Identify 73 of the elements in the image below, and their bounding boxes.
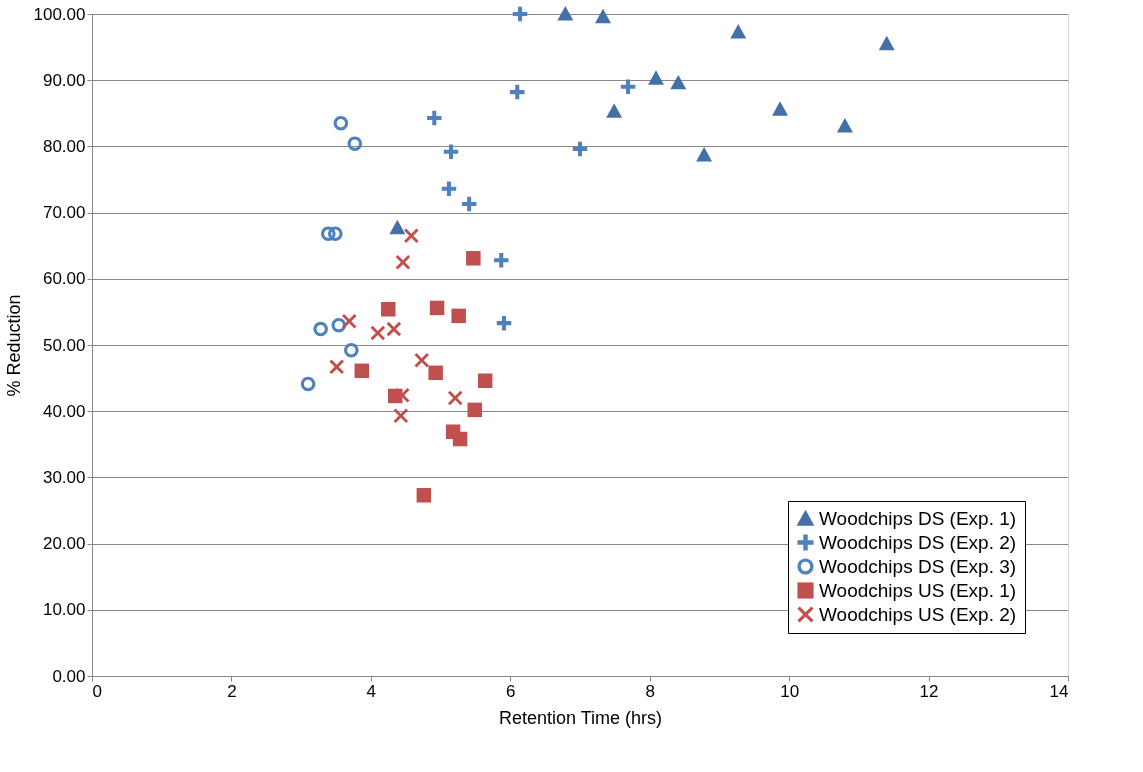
- point: [730, 23, 747, 39]
- point: [394, 388, 410, 403]
- x-tick-label: 8: [645, 681, 655, 701]
- point: [572, 141, 588, 157]
- point: [389, 219, 406, 235]
- point: [344, 343, 359, 358]
- point: [620, 79, 636, 95]
- x-tick-label: 12: [919, 681, 939, 701]
- point: [347, 136, 363, 151]
- point: [404, 228, 419, 244]
- legend-label: Woodchips US (Exp. 2): [819, 603, 1017, 625]
- y-tick-label: 100.00: [33, 4, 86, 24]
- point: [648, 70, 664, 85]
- point: [512, 6, 528, 22]
- point: [557, 6, 574, 21]
- legend-label: Woodchips DS (Exp. 1): [819, 507, 1017, 529]
- point: [443, 144, 459, 159]
- point: [441, 181, 457, 197]
- point: [393, 408, 409, 424]
- point: [354, 363, 370, 379]
- y-tick-label: 60.00: [42, 269, 86, 289]
- point: [477, 373, 493, 388]
- point: [313, 321, 328, 337]
- y-tick-label: 90.00: [42, 70, 86, 90]
- point: [329, 359, 344, 375]
- point: [333, 115, 349, 131]
- point: [428, 365, 443, 381]
- point: [328, 226, 343, 242]
- y-tick-label: 80.00: [42, 136, 86, 156]
- y-tick-label: 70.00: [42, 203, 86, 223]
- x-axis-title: Retention Time (hrs): [498, 707, 663, 728]
- point: [395, 255, 411, 270]
- point: [447, 390, 463, 406]
- point: [370, 325, 386, 341]
- point: [416, 488, 432, 503]
- y-tick-label: 40.00: [42, 401, 86, 421]
- legend-label: Woodchips DS (Exp. 3): [819, 555, 1017, 577]
- point: [496, 315, 512, 331]
- point: [467, 402, 482, 418]
- point: [461, 196, 477, 212]
- point: [429, 300, 445, 316]
- x-tick-label: 6: [506, 681, 516, 701]
- point: [427, 110, 442, 126]
- point: [452, 431, 468, 447]
- point: [493, 253, 509, 268]
- legend-label: Woodchips US (Exp. 1): [819, 579, 1017, 601]
- x-tick-label: 2: [227, 681, 237, 701]
- point: [386, 321, 402, 337]
- y-axis-title: % Reduction: [3, 294, 24, 397]
- y-tick-label: 0.00: [52, 666, 86, 686]
- point: [836, 117, 853, 133]
- point: [670, 74, 687, 90]
- point: [342, 313, 357, 329]
- point: [510, 84, 525, 100]
- x-tick-label: 14: [1049, 681, 1069, 701]
- point: [595, 8, 611, 24]
- y-tick-label: 50.00: [42, 335, 86, 355]
- point: [381, 302, 396, 317]
- y-tick-label: 30.00: [42, 467, 86, 487]
- x-tick-label: 4: [366, 681, 377, 701]
- point: [606, 103, 623, 118]
- point: [878, 35, 895, 51]
- legend-label: Woodchips DS (Exp. 2): [819, 531, 1017, 553]
- point: [300, 376, 316, 392]
- x-tick-label: 0: [92, 681, 102, 701]
- y-tick-label: 10.00: [42, 600, 86, 620]
- x-tick-label: 10: [780, 681, 800, 701]
- y-tick-label: 20.00: [42, 534, 86, 554]
- point: [451, 308, 466, 324]
- point: [466, 251, 481, 266]
- point: [772, 101, 789, 116]
- point: [696, 147, 713, 162]
- point: [414, 352, 429, 368]
